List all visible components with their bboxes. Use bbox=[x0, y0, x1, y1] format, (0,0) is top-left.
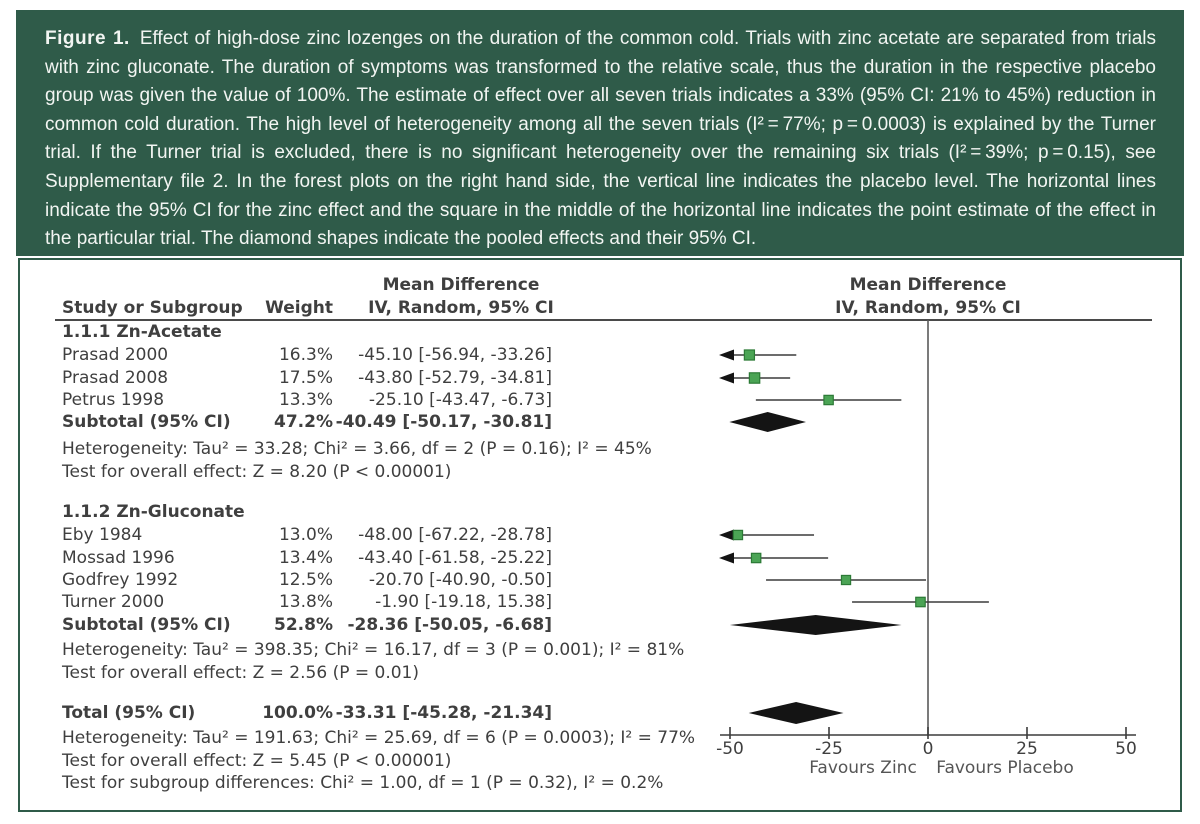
study-label: Prasad 2000 bbox=[62, 345, 169, 365]
subtotal-weight: 47.2% bbox=[274, 412, 333, 432]
study-ci-value: -25.10 [-43.47, -6.73] bbox=[368, 390, 552, 410]
study-weight: 13.8% bbox=[278, 592, 333, 612]
study-weight: 12.5% bbox=[278, 570, 333, 590]
subtotal-ci-value: -40.49 [-50.17, -30.81] bbox=[335, 412, 552, 432]
figure-caption-text: Effect of high-dose zinc lozenges on the… bbox=[45, 28, 1156, 250]
total-note: Test for overall effect: Z = 5.45 (P < 0… bbox=[62, 751, 452, 771]
study-weight: 17.5% bbox=[278, 368, 333, 388]
study-label: Prasad 2008 bbox=[62, 368, 169, 388]
subtotal-label: Subtotal (95% CI) bbox=[62, 412, 231, 432]
subtotal-label: Subtotal (95% CI) bbox=[62, 615, 231, 635]
study-ci-value: -43.40 [-61.58, -25.22] bbox=[358, 548, 552, 568]
figure-caption-label: Figure 1. bbox=[45, 28, 130, 49]
ci-clipped-arrow-left bbox=[719, 372, 734, 384]
point-estimate-marker bbox=[748, 372, 761, 384]
subgroup-heading: 1.1.2 Zn-Gluconate bbox=[62, 502, 245, 522]
subtotal-ci-value: -28.36 [-50.05, -6.68] bbox=[347, 615, 553, 635]
col-header-iv-random-ci: IV, Random, 95% CI bbox=[368, 298, 554, 318]
point-estimate-marker bbox=[750, 552, 762, 564]
total-label: Total (95% CI) bbox=[62, 703, 196, 723]
x-axis-tick-label: 50 bbox=[1115, 739, 1137, 759]
col-header-mean-difference: Mean Difference bbox=[382, 275, 540, 295]
x-axis-tick-label: 25 bbox=[1016, 739, 1038, 759]
point-estimate-marker bbox=[915, 596, 926, 608]
study-ci-value: -45.10 [-56.94, -33.26] bbox=[358, 345, 552, 365]
point-estimate-marker bbox=[840, 574, 852, 586]
study-label: Mossad 1996 bbox=[62, 548, 175, 568]
figure-caption: Figure 1. Effect of high-dose zinc lozeng… bbox=[16, 10, 1184, 256]
study-ci-value: -48.00 [-67.22, -28.78] bbox=[358, 525, 552, 545]
col-header-study: Study or Subgroup bbox=[62, 298, 243, 318]
study-ci-value: -20.70 [-40.90, -0.50] bbox=[368, 570, 552, 590]
plot-header-iv-random-ci: IV, Random, 95% CI bbox=[835, 298, 1021, 318]
subgroup-heading: 1.1.1 Zn-Acetate bbox=[62, 322, 222, 342]
total-weight: 100.0% bbox=[262, 703, 333, 723]
favours-placebo-label: Favours Placebo bbox=[936, 758, 1074, 778]
study-weight: 13.0% bbox=[278, 525, 333, 545]
study-ci-value: -1.90 [-19.18, 15.38] bbox=[375, 592, 552, 612]
study-weight: 16.3% bbox=[278, 345, 333, 365]
total-note: Test for subgroup differences: Chi² = 1.… bbox=[62, 773, 664, 793]
forest-plot-panel: -50 -25 0 25 50 Favours Zinc Favours Placebo M… bbox=[18, 258, 1182, 812]
heterogeneity-note: Heterogeneity: Tau² = 398.35; Chi² = 16.… bbox=[62, 640, 685, 660]
subtotal-diamond bbox=[729, 412, 806, 432]
study-label: Turner 2000 bbox=[62, 592, 165, 612]
study-label: Eby 1984 bbox=[62, 525, 143, 545]
ci-clipped-arrow-left bbox=[719, 349, 734, 361]
heterogeneity-note: Test for overall effect: Z = 2.56 (P = 0… bbox=[62, 663, 419, 683]
heterogeneity-note: Heterogeneity: Tau² = 33.28; Chi² = 3.66… bbox=[62, 439, 652, 459]
total-note: Heterogeneity: Tau² = 191.63; Chi² = 25.… bbox=[62, 728, 696, 748]
point-estimate-marker bbox=[732, 529, 744, 541]
plot-header-mean-difference: Mean Difference bbox=[849, 275, 1007, 295]
ci-clipped-arrow-left bbox=[719, 552, 734, 564]
forest-plot-canvas: -50 -25 0 25 50 Favours Zinc Favours Placebo bbox=[55, 319, 1152, 778]
subtotal-diamond bbox=[729, 615, 902, 635]
study-label: Petrus 1998 bbox=[62, 390, 165, 410]
point-estimate-marker bbox=[823, 394, 834, 406]
total-diamond bbox=[748, 702, 844, 724]
favours-zinc-label: Favours Zinc bbox=[809, 758, 917, 778]
total-ci-value: -33.31 [-45.28, -21.34] bbox=[335, 703, 552, 723]
point-estimate-marker bbox=[743, 349, 756, 361]
study-label: Godfrey 1992 bbox=[62, 570, 179, 590]
study-weight: 13.4% bbox=[278, 548, 333, 568]
study-weight: 13.3% bbox=[278, 390, 333, 410]
forest-plot-table: Mean Difference IV, Random, 95% CI Study o… bbox=[20, 260, 1180, 810]
subtotal-weight: 52.8% bbox=[274, 615, 333, 635]
x-axis-tick-label: 0 bbox=[923, 739, 934, 759]
heterogeneity-note: Test for overall effect: Z = 8.20 (P < 0… bbox=[62, 462, 452, 482]
study-ci-value: -43.80 [-52.79, -34.81] bbox=[358, 368, 552, 388]
x-axis-tick-label: -25 bbox=[815, 739, 843, 759]
x-axis-tick-label: -50 bbox=[716, 739, 744, 759]
col-header-weight: Weight bbox=[265, 298, 333, 318]
ci-clipped-arrow-left bbox=[719, 529, 734, 541]
